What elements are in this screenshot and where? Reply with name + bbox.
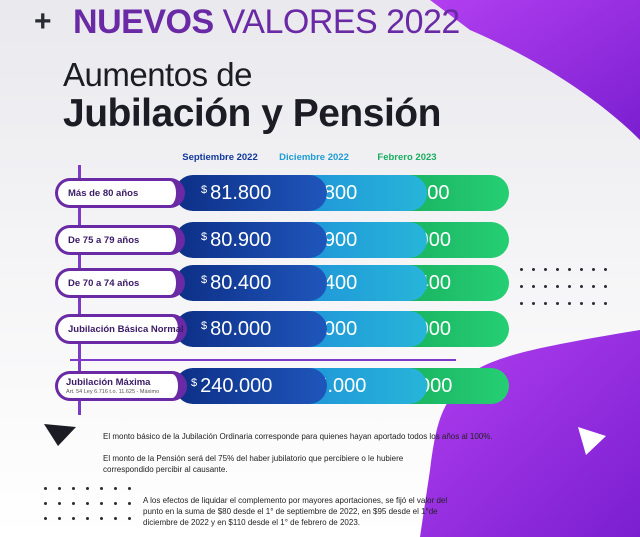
value-septiembre: $80.900 [175, 222, 327, 258]
plus-icon: + [34, 5, 52, 38]
dot-grid [520, 268, 607, 305]
play-triangle-icon [578, 427, 606, 455]
row-label: De 70 a 74 años [55, 268, 185, 298]
row-label: Más de 80 años [55, 178, 185, 208]
play-triangle-icon [44, 424, 76, 446]
note-jubilacion: El monto básico de la Jubilación Ordinar… [103, 432, 493, 441]
dot-grid [44, 487, 131, 520]
value-septiembre: $81.800 [175, 175, 327, 211]
note-punto: A los efectos de liquidar el complemento… [143, 496, 448, 527]
value-septiembre: $80.000 [175, 311, 327, 347]
row-label: De 75 a 79 años [55, 225, 185, 255]
row-sublabel: Art. 54 Ley 6.716 t.o. 11.625 - Máximo [66, 389, 160, 395]
row-label: Jubilación Básica Normal [55, 314, 187, 344]
row-label: Jubilación Máxima Art. 54 Ley 6.716 t.o.… [55, 371, 187, 401]
column-header-septiembre: Septiembre 2022 [182, 152, 258, 163]
column-header-febrero: Febrero 2023 [377, 152, 437, 163]
note-pension: El monto de la Pensión será del 75% del … [103, 454, 404, 474]
divider-horizontal [70, 359, 456, 361]
value-septiembre: $240.000 [175, 368, 327, 404]
subtitle-line1: Aumentos de [63, 56, 252, 93]
value-septiembre: $80.400 [175, 265, 327, 301]
subtitle-line2: Jubilación y Pensión [63, 92, 441, 135]
headline: + NUEVOS VALORES 2022 [34, 2, 460, 42]
column-header-diciembre: Diciembre 2022 [279, 152, 349, 163]
headline-bold: NUEVOS [73, 2, 214, 41]
headline-light: VALORES 2022 [222, 2, 461, 41]
